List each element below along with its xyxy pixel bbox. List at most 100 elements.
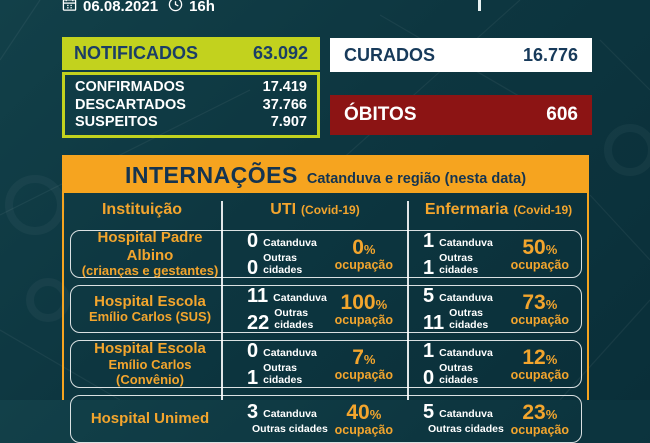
column-header-instituicao: Instituição xyxy=(62,201,222,223)
report-date: 06.08.2021 xyxy=(83,0,159,15)
occupancy-label: ocupação xyxy=(334,422,393,437)
breakdown-row-descartados: DESCARTADOS 37.766 xyxy=(75,98,307,113)
uti-catanduva-value: 11 xyxy=(247,284,269,307)
curados-box: CURADOS 16.776 xyxy=(330,38,592,72)
enfermaria-catanduva-line: 1 Catanduva xyxy=(423,339,511,362)
percent-sign: % xyxy=(375,296,388,312)
uti-cell: 0 Catanduva 0 Outras cidades 0% ocupação xyxy=(229,229,405,279)
catanduva-label: Catanduva xyxy=(439,407,493,420)
percent-sign: % xyxy=(545,351,558,367)
internacoes-title: INTERNAÇÕES xyxy=(124,162,298,188)
uti-occupancy: 0% ocupação xyxy=(335,237,393,272)
uti-catanduva-value: 3 xyxy=(247,400,259,423)
column-header-uti: UTI (Covid-19) xyxy=(222,201,408,223)
uti-catanduva-value: 0 xyxy=(247,229,259,252)
curados-value: 16.776 xyxy=(522,44,578,65)
report-time: 16h xyxy=(189,0,215,15)
enfermaria-occupancy-value: 12 xyxy=(522,345,546,369)
outras-cidades-label: Outras cidades xyxy=(252,422,328,435)
suspeitos-label: SUSPEITOS xyxy=(75,114,158,131)
enfermaria-outras-value: 1 xyxy=(423,256,435,279)
hospital-row: Hospital Escola Emílio Carlos (SUS) 11 C… xyxy=(70,285,582,333)
enfermaria-catanduva-value: 5 xyxy=(423,284,435,307)
percent-sign: % xyxy=(545,296,558,312)
outras-cidades-label: Outras cidades xyxy=(274,306,314,331)
institution-name: Hospital Unimed xyxy=(90,410,210,428)
column-divider xyxy=(221,201,223,400)
institution-cell: Hospital Padre Albino (crianças e gestan… xyxy=(71,229,229,278)
institution-detail: Emílio Carlos (SUS) xyxy=(88,309,212,325)
enfermaria-cell: 1 Catanduva 1 Outras cidades 50% ocupaçã… xyxy=(405,229,581,279)
uti-outras-value: 0 xyxy=(247,256,259,279)
obitos-box: ÓBITOS 606 xyxy=(330,95,592,135)
column-sublabel: (Covid-19) xyxy=(513,203,573,217)
uti-occupancy: 40% ocupação xyxy=(335,402,393,437)
outras-cidades-label: Outras cidades xyxy=(263,251,303,276)
enfermaria-outras-line: Outras cidades xyxy=(423,423,504,436)
catanduva-label: Catanduva xyxy=(263,407,317,420)
obitos-value: 606 xyxy=(546,104,578,125)
enfermaria-cell: 1 Catanduva 0 Outras cidades 12% ocupaçã… xyxy=(405,339,581,388)
table-column-headers: Instituição UTI (Covid-19) Enfermaria (C… xyxy=(62,201,589,223)
descartados-label: DESCARTADOS xyxy=(75,96,186,113)
column-sublabel: (Covid-19) xyxy=(301,203,360,217)
uti-outras-line: Outras cidades xyxy=(247,423,328,436)
enfermaria-catanduva-value: 1 xyxy=(423,229,435,252)
notificados-header: NOTIFICADOS 63.092 xyxy=(62,37,320,70)
outras-cidades-label: Outras cidades xyxy=(449,306,489,331)
catanduva-label: Catanduva xyxy=(439,291,493,304)
institution-name: Hospital Escola xyxy=(94,340,206,358)
enfermaria-counts: 1 Catanduva 0 Outras cidades xyxy=(423,339,511,388)
institution-cell: Hospital Unimed xyxy=(71,410,229,427)
internacoes-body xyxy=(62,193,589,400)
enfermaria-outras-line: 1 Outras cidades xyxy=(423,252,511,279)
obitos-label: ÓBITOS xyxy=(344,104,417,125)
catanduva-label: Catanduva xyxy=(263,236,317,249)
enfermaria-outras-line: 0 Outras cidades xyxy=(423,362,511,388)
enfermaria-occupancy: 50% ocupação xyxy=(511,237,569,272)
enfermaria-outras-value: 11 xyxy=(423,311,445,334)
breakdown-row-confirmados: CONFIRMADOS 17.419 xyxy=(75,80,307,95)
uti-occupancy-value: 0 xyxy=(352,235,364,259)
column-header-enfermaria: Enfermaria (Covid-19) xyxy=(408,201,589,223)
uti-counts: 3 Catanduva Outras cidades xyxy=(247,400,328,436)
enfermaria-catanduva-line: 5 Catanduva xyxy=(423,400,504,423)
percent-sign: % xyxy=(363,241,376,257)
enfermaria-catanduva-value: 1 xyxy=(423,339,435,362)
enfermaria-occupancy-value: 50 xyxy=(522,235,546,259)
suspeitos-value: 7.907 xyxy=(270,114,307,131)
uti-catanduva-line: 0 Catanduva xyxy=(247,229,335,252)
column-divider xyxy=(407,201,409,400)
institution-name: Hospital Escola xyxy=(94,292,206,310)
percent-sign: % xyxy=(369,406,382,422)
uti-counts: 0 Catanduva 0 Outras cidades xyxy=(247,229,335,279)
enfermaria-occupancy: 73% ocupação xyxy=(511,292,569,327)
enfermaria-outras-line: 11 Outras cidades xyxy=(423,306,511,334)
institution-name: Hospital Padre Albino xyxy=(97,229,203,264)
enfermaria-occupancy-value: 73 xyxy=(522,290,546,314)
hospital-row: Hospital Unimed 3 Catanduva Outras cidad… xyxy=(70,395,582,443)
catanduva-label: Catanduva xyxy=(263,346,317,359)
uti-outras-line: 1 Outras cidades xyxy=(247,362,335,388)
clock-icon xyxy=(168,0,183,16)
enfermaria-counts: 5 Catanduva 11 Outras cidades xyxy=(423,284,511,334)
uti-occupancy-value: 7 xyxy=(352,345,364,369)
institution-detail: (crianças e gestantes) xyxy=(81,262,219,278)
uti-catanduva-value: 0 xyxy=(247,339,259,362)
time-group: 16h xyxy=(168,0,215,16)
uti-cell: 3 Catanduva Outras cidades 40% ocupação xyxy=(229,402,405,437)
curados-label: CURADOS xyxy=(344,44,436,65)
notificados-value: 63.092 xyxy=(252,43,308,63)
column-label: Enfermaria xyxy=(424,201,509,218)
notificados-breakdown: CONFIRMADOS 17.419 DESCARTADOS 37.766 SU… xyxy=(62,72,320,138)
uti-catanduva-line: 0 Catanduva xyxy=(247,339,335,362)
uti-occupancy: 100% ocupação xyxy=(335,292,393,327)
percent-sign: % xyxy=(545,406,558,422)
date-group: 06.08.2021 xyxy=(62,0,158,16)
enfermaria-catanduva-value: 5 xyxy=(423,400,435,423)
enfermaria-occupancy: 23% ocupação xyxy=(511,402,569,437)
column-label: UTI xyxy=(270,201,297,218)
topbar: 06.08.2021 16h xyxy=(62,0,215,16)
uti-cell: 11 Catanduva 22 Outras cidades 100% ocup… xyxy=(229,284,405,333)
uti-occupancy-value: 100 xyxy=(340,290,376,314)
